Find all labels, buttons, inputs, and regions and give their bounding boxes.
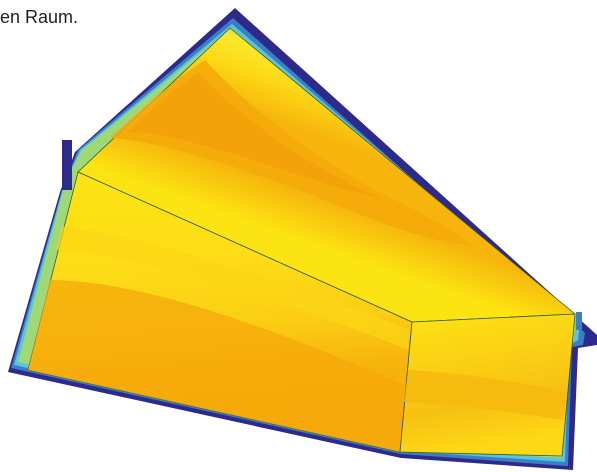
corner-mark-left — [62, 140, 72, 190]
side-wall-warm-band — [404, 370, 566, 420]
caption-text: en Raum. — [0, 7, 79, 27]
far-wall-warm-band — [28, 280, 405, 452]
ceiling-warm-zone-inner — [128, 72, 380, 198]
far-wall-mid-band — [56, 226, 410, 350]
corner-mark-right — [576, 312, 582, 330]
